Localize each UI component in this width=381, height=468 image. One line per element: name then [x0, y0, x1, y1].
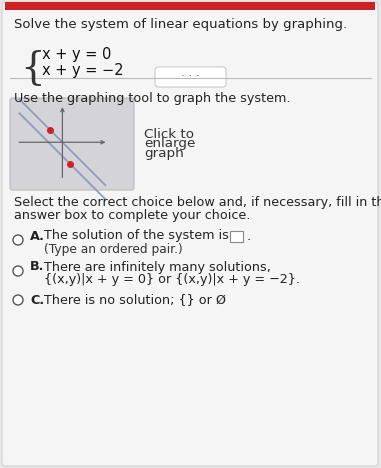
Circle shape — [13, 266, 23, 276]
Text: There are infinitely many solutions,: There are infinitely many solutions, — [44, 261, 271, 273]
Circle shape — [13, 295, 23, 305]
Bar — [230, 231, 243, 242]
Text: {(x,y)|x + y = 0} or {(x,y)|x + y = −2}.: {(x,y)|x + y = 0} or {(x,y)|x + y = −2}. — [44, 273, 300, 286]
FancyBboxPatch shape — [155, 67, 226, 87]
Text: answer box to complete your choice.: answer box to complete your choice. — [14, 209, 250, 222]
Text: B.: B. — [30, 261, 44, 273]
FancyBboxPatch shape — [2, 2, 378, 466]
Text: A.: A. — [30, 229, 45, 242]
Text: enlarge: enlarge — [144, 138, 195, 151]
Bar — [5, 2, 375, 10]
Text: Click to: Click to — [144, 127, 194, 140]
Text: C.: C. — [30, 293, 44, 307]
Circle shape — [13, 235, 23, 245]
Text: x + y = 0: x + y = 0 — [42, 47, 111, 62]
Text: · · ·: · · · — [181, 71, 199, 83]
FancyBboxPatch shape — [10, 98, 134, 190]
Text: {: { — [20, 50, 45, 87]
Text: Select the correct choice below and, if necessary, fill in the: Select the correct choice below and, if … — [14, 196, 381, 209]
Text: Use the graphing tool to graph the system.: Use the graphing tool to graph the syste… — [14, 92, 290, 105]
Text: graph: graph — [144, 147, 184, 161]
Text: The solution of the system is: The solution of the system is — [44, 229, 229, 242]
Text: (Type an ordered pair.): (Type an ordered pair.) — [44, 242, 183, 256]
Text: Solve the system of linear equations by graphing.: Solve the system of linear equations by … — [14, 18, 347, 31]
Text: .: . — [247, 229, 251, 242]
Text: There is no solution; {} or Ø: There is no solution; {} or Ø — [44, 293, 226, 307]
Text: x + y = −2: x + y = −2 — [42, 63, 123, 78]
